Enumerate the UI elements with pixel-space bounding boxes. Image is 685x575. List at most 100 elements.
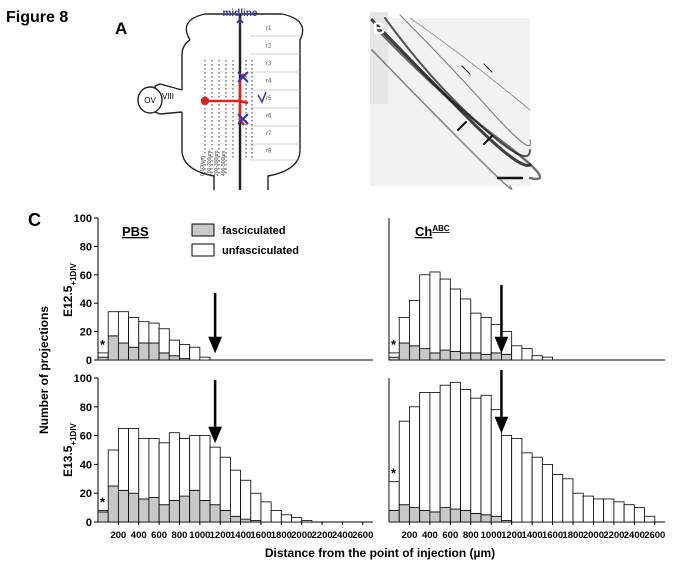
bar <box>460 510 472 523</box>
bar <box>480 514 492 523</box>
x-tick-label: 1600 <box>250 530 271 541</box>
bar <box>158 328 170 354</box>
bar <box>521 348 533 361</box>
bar <box>230 469 241 517</box>
bar <box>593 498 605 523</box>
bar <box>388 356 400 361</box>
bar <box>117 489 129 523</box>
bar <box>490 515 502 523</box>
y-tick-label: 60 <box>80 431 92 443</box>
y-axis-label: Number of projections <box>37 306 51 434</box>
x-tick-label: 2600 <box>644 530 665 541</box>
bar <box>128 492 140 523</box>
bar <box>429 511 441 523</box>
bar <box>460 352 472 361</box>
x-tick-label: 600 <box>442 530 458 541</box>
bar <box>419 391 431 511</box>
bar <box>250 492 262 521</box>
x-tick-label: 2000 <box>583 530 604 541</box>
bar <box>644 515 656 523</box>
bar <box>179 438 191 497</box>
bar <box>480 316 492 355</box>
bar <box>97 511 109 523</box>
distance-label: 0-100µm <box>200 156 206 176</box>
bar <box>470 352 482 361</box>
bar <box>429 352 441 361</box>
bar <box>189 346 201 361</box>
x-tick-label: 1200 <box>501 530 522 541</box>
distance-labels: 0-100µm 100-200µm 200-300µm 400-500µm <box>200 151 227 176</box>
rhombomere-label: r2 <box>266 44 272 50</box>
bar <box>260 501 272 523</box>
bar <box>230 515 241 523</box>
bar <box>128 427 140 494</box>
bar <box>449 288 461 352</box>
legend-label: fasciculated <box>222 225 286 237</box>
bar <box>158 352 170 361</box>
bar <box>409 507 421 523</box>
bar <box>189 435 201 491</box>
bar <box>429 391 441 513</box>
x-tick-label: 800 <box>172 530 188 541</box>
bar <box>199 435 211 501</box>
bar <box>439 384 451 509</box>
legend-swatch <box>191 243 215 257</box>
rhombomere-label: r5 <box>266 96 272 102</box>
bar <box>541 463 553 523</box>
bar <box>470 312 482 354</box>
bar <box>460 389 472 511</box>
bar <box>521 452 533 523</box>
bar <box>168 355 180 361</box>
bar <box>409 299 421 347</box>
bar <box>398 504 410 523</box>
bar <box>148 342 160 361</box>
bar <box>117 342 129 361</box>
y-tick-label: 0 <box>86 517 92 529</box>
bar <box>199 356 211 361</box>
bar <box>419 348 431 361</box>
arrow <box>494 285 509 354</box>
bar <box>398 316 410 344</box>
x-tick-label: 1400 <box>230 530 251 541</box>
bar <box>531 355 543 361</box>
bar <box>138 498 150 523</box>
bar <box>439 349 451 361</box>
bar <box>117 311 129 344</box>
ov-label: OV <box>144 96 156 105</box>
bar <box>409 406 421 508</box>
bar <box>613 501 625 523</box>
panel-letter: B <box>373 19 385 38</box>
rhombomere-label: r1 <box>266 26 272 32</box>
x-tick-label: 2600 <box>352 530 373 541</box>
bar <box>449 508 461 523</box>
bar <box>117 427 129 491</box>
y-tick-label: 60 <box>80 270 92 282</box>
bar <box>301 520 313 523</box>
arrow <box>208 293 223 354</box>
x-tick-label: 2400 <box>332 530 353 541</box>
x-tick-label: 1000 <box>481 530 502 541</box>
bar <box>449 381 461 510</box>
bar <box>148 322 160 344</box>
figure-label: Figure 8 <box>6 9 68 26</box>
bar <box>138 342 150 361</box>
bar <box>541 356 553 361</box>
bar <box>429 271 441 354</box>
bar <box>179 343 191 359</box>
bar <box>107 335 119 361</box>
bar <box>511 345 523 361</box>
rhombomere-label: r6 <box>266 114 272 120</box>
bar <box>439 507 451 523</box>
legend-swatch <box>191 223 215 237</box>
bar <box>107 449 119 487</box>
midline-label: midline <box>222 8 257 19</box>
bar <box>179 495 191 523</box>
bar <box>168 339 180 357</box>
y-tick-label: 100 <box>74 213 92 225</box>
bar <box>209 504 221 523</box>
rhombomere-label: r3 <box>266 61 272 67</box>
bar <box>219 510 231 523</box>
bar <box>572 492 584 523</box>
panel-letter: C <box>28 210 41 230</box>
